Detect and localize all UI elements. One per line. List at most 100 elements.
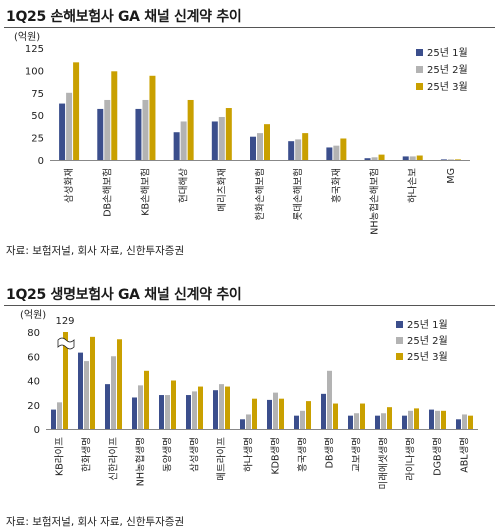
y-tick-label: 125 [25, 44, 44, 55]
bar-2 [333, 145, 340, 160]
life-bar-chart: (억원) 0 20 40 60 80 KB라이프 한화생명 신한라이프 NH농협생명 동양생명 삼성생… [20, 309, 478, 489]
bar-2 [295, 139, 302, 160]
bar-1 [294, 415, 299, 429]
category-label: 삼성생명 [190, 437, 201, 472]
legend-swatch [396, 321, 403, 328]
bar-2 [327, 370, 332, 429]
bar-3 [90, 336, 95, 429]
bar-1 [348, 415, 353, 429]
category-label: DB생명 [325, 437, 336, 468]
bar-1 [250, 136, 256, 160]
bar-2 [57, 402, 62, 429]
bar-1 [211, 121, 218, 160]
nonlife-bar-chart: (억원) 0 25 50 75 100 125 삼성화재 DB손해보험 KB손해보험 현대해상 메리츠… [14, 31, 470, 235]
y-axis-unit-label: (억원) [14, 31, 40, 43]
category-label: 한화생명 [82, 437, 93, 472]
bar-1 [51, 409, 56, 429]
category-label: DGB생명 [433, 437, 444, 476]
bar-3 [340, 138, 347, 160]
y-tick-label: 0 [34, 425, 40, 436]
y-tick-label: 50 [31, 111, 44, 122]
bar-3 [414, 408, 419, 429]
bar-3 [144, 370, 149, 429]
bar-1 [97, 108, 104, 160]
category-label: 메트라이프 [217, 437, 228, 481]
bar-1 [456, 419, 461, 429]
category-label: 동양생명 [163, 437, 174, 472]
bar-2 [300, 410, 305, 429]
bar-2 [409, 156, 416, 160]
bar-3 [264, 124, 270, 160]
bar-1 [402, 156, 409, 160]
y-tick-label: 40 [27, 377, 40, 388]
category-label: MG [446, 168, 457, 184]
bar-2 [408, 410, 413, 429]
bar-2 [138, 385, 143, 429]
y-tick-label: 0 [38, 156, 44, 167]
category-label: 신한라이프 [109, 437, 120, 481]
bar-1 [440, 159, 447, 160]
data-label-annotation: 129 [55, 316, 74, 327]
bar-1 [186, 395, 191, 429]
bar-3 [198, 386, 203, 429]
bar-2 [246, 414, 251, 429]
title-divider [4, 27, 495, 28]
category-label: NH농협생명 [135, 437, 147, 486]
category-label: ABL생명 [460, 437, 471, 473]
category-label: 현대해상 [178, 168, 190, 203]
bar-3 [441, 410, 446, 429]
bar-2 [219, 384, 224, 429]
bar-3 [454, 159, 461, 160]
legend-label: 25년 3월 [407, 351, 448, 363]
bar-2 [66, 92, 73, 160]
bar-1 [105, 384, 110, 429]
y-tick-label: 100 [25, 66, 44, 77]
legend-label: 25년 2월 [427, 64, 468, 76]
bar-3 [171, 380, 176, 429]
bar-2 [273, 392, 278, 429]
category-label: NH농협손해보험 [369, 168, 381, 235]
bar-1 [213, 390, 218, 429]
bar-3 [279, 398, 284, 429]
title-divider [4, 305, 495, 306]
bar-1 [78, 352, 83, 429]
category-label: 라이나생명 [406, 437, 417, 481]
bar-1 [364, 158, 371, 160]
bar-3 [73, 62, 80, 160]
legend-swatch [416, 83, 423, 90]
bar-1 [429, 409, 434, 429]
bar-1 [135, 108, 142, 160]
source-note: 자료: 보험저널, 회사 자료, 신한투자증권 [6, 245, 185, 257]
y-tick-label: 25 [31, 134, 44, 145]
category-label: 롯데손해보험 [292, 168, 304, 220]
bar-3 [387, 407, 392, 429]
bar-2 [257, 133, 263, 160]
bar-1 [173, 132, 180, 160]
category-label: KDB생명 [271, 437, 282, 475]
bar-3 [360, 403, 365, 429]
bar-3 [111, 71, 118, 160]
legend-swatch [396, 337, 403, 344]
category-label: KB라이프 [55, 437, 66, 476]
y-tick-label: 80 [27, 328, 40, 339]
bar-2 [192, 391, 197, 429]
bar-1 [159, 395, 164, 429]
category-label: 교보생명 [352, 437, 363, 472]
bar-2 [165, 395, 170, 429]
legend-label: 25년 1월 [427, 47, 468, 59]
bar-1 [240, 419, 245, 429]
chart-title: 1Q25 생명보험사 GA 채널 신계약 추이 [6, 287, 242, 303]
bar-2 [371, 157, 378, 160]
legend-label: 25년 2월 [407, 335, 448, 347]
bar-1 [326, 147, 333, 160]
category-label: 흥국생명 [297, 437, 309, 472]
bar-3 [468, 415, 473, 429]
bar-3 [63, 332, 68, 429]
legend-label: 25년 1월 [407, 319, 448, 331]
bar-3 [117, 339, 122, 429]
legend-label: 25년 3월 [427, 81, 468, 93]
bar-3 [306, 401, 311, 429]
bar-2 [104, 99, 111, 160]
bar-3 [302, 133, 309, 160]
bar-3 [416, 155, 423, 160]
